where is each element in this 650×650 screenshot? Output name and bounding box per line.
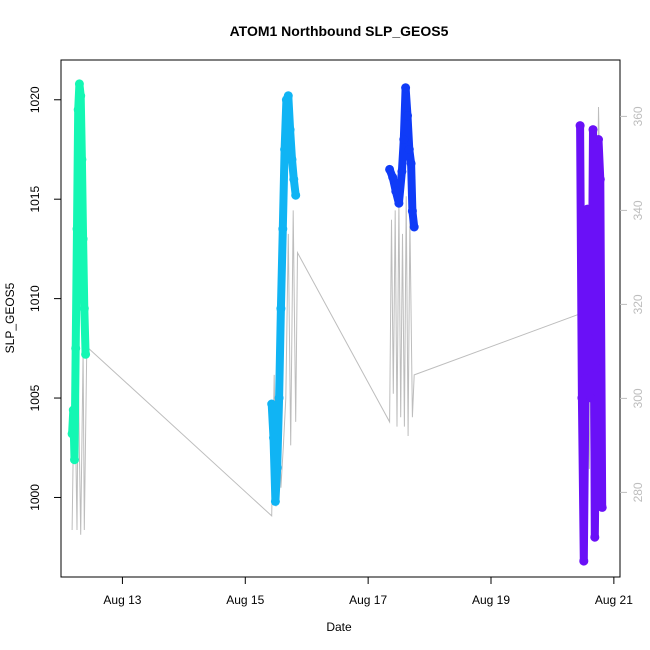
data-point [267, 399, 277, 409]
x-axis-label: Date [326, 620, 352, 634]
y-axis: 1000 1005 1010 1015 1020 [28, 86, 61, 511]
data-point [81, 349, 91, 359]
data-point [76, 91, 86, 101]
data-point [577, 393, 587, 403]
series-line [576, 121, 607, 566]
y-tick-label: 1015 [28, 186, 42, 213]
y2-tick-label: 300 [631, 388, 645, 408]
series-layer [67, 79, 607, 566]
data-point [74, 79, 84, 89]
data-point [291, 190, 301, 200]
data-point [595, 174, 605, 184]
data-point [287, 154, 297, 164]
data-point [575, 121, 585, 131]
data-point [72, 224, 82, 234]
data-point [409, 222, 419, 232]
series-2 [267, 91, 301, 506]
data-point [269, 433, 278, 443]
data-point [70, 455, 79, 465]
data-point [276, 304, 286, 314]
y2-tick-label: 280 [631, 482, 645, 502]
data-point [391, 186, 401, 196]
data-point [278, 224, 288, 234]
data-point [270, 496, 280, 506]
series-line [267, 91, 300, 506]
data-point [397, 166, 407, 176]
x-tick-label: Aug 19 [472, 593, 510, 607]
y-tick-label: 1000 [28, 484, 42, 511]
plot-frame [60, 59, 621, 578]
y-tick-label: 1020 [28, 86, 42, 113]
x-tick-label: Aug 15 [226, 593, 264, 607]
data-point [67, 429, 77, 439]
data-point [285, 125, 295, 135]
y-axis-label: SLP_GEOS5 [3, 282, 17, 353]
data-point [582, 204, 592, 214]
data-point [71, 343, 81, 353]
x-tick-label: Aug 13 [103, 593, 141, 607]
secondary-series [71, 106, 603, 535]
data-point [584, 333, 594, 343]
data-point [406, 158, 416, 168]
y2-tick-label: 360 [631, 106, 645, 126]
y-tick-label: 1010 [28, 285, 42, 312]
x-axis: Aug 13 Aug 15 Aug 17 Aug 19 Aug 21 [103, 577, 633, 607]
y-tick-label: 1005 [28, 384, 42, 411]
data-point [280, 145, 290, 154]
data-point [289, 174, 299, 184]
data-point [590, 532, 600, 542]
data-point [401, 83, 411, 93]
data-point [388, 172, 398, 182]
data-point [403, 111, 412, 121]
data-point [407, 206, 417, 216]
data-point [592, 363, 602, 373]
y2-tick-label: 340 [631, 200, 645, 220]
data-point [588, 125, 598, 135]
data-point [594, 135, 603, 144]
data-point [272, 463, 282, 473]
series-1 [67, 79, 91, 465]
x-tick-label: Aug 17 [349, 593, 387, 607]
data-point [274, 393, 284, 403]
series-3 [385, 83, 419, 232]
x-tick-label: Aug 21 [595, 593, 633, 607]
data-point [73, 105, 83, 115]
data-point [77, 154, 87, 164]
y2-tick-label: 320 [631, 294, 645, 314]
y2-axis: 280 300 320 340 360 [620, 106, 645, 502]
data-point [68, 405, 78, 415]
chart-title: ATOM1 Northbound SLP_GEOS5 [230, 23, 449, 39]
data-point [399, 135, 409, 144]
data-point [581, 373, 591, 383]
data-point [579, 556, 589, 566]
series-4 [575, 121, 607, 566]
data-point [78, 234, 88, 244]
data-point [394, 198, 404, 208]
data-point [283, 91, 293, 101]
data-point [597, 502, 607, 512]
data-point [79, 304, 89, 314]
data-point [586, 393, 596, 403]
data-point [385, 164, 395, 174]
secondary-line [71, 106, 603, 535]
data-point [404, 145, 414, 154]
